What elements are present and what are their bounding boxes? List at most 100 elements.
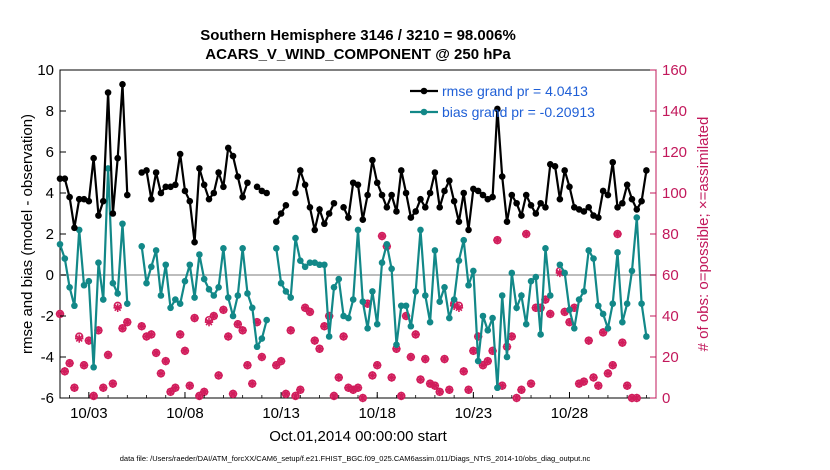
obs-assimilated-point bbox=[156, 369, 166, 378]
rmse-point bbox=[585, 204, 593, 211]
obs-assimilated-point bbox=[204, 317, 214, 327]
obs-assimilated-point bbox=[161, 356, 170, 366]
bias-point bbox=[383, 240, 391, 248]
rmse-point bbox=[148, 195, 155, 203]
rmse-point bbox=[532, 210, 540, 217]
bias-point bbox=[585, 247, 593, 254]
bias-point bbox=[494, 384, 501, 392]
x-tick-label: 10/13 bbox=[262, 405, 300, 422]
bias-point bbox=[412, 288, 419, 295]
obs-assimilated-point bbox=[579, 377, 589, 386]
rmse-point bbox=[114, 154, 121, 162]
rmse-point bbox=[498, 173, 506, 180]
obs-assimilated-point bbox=[387, 373, 396, 382]
obs-assimilated-point bbox=[228, 389, 238, 399]
y-right-tick-label: 140 bbox=[662, 103, 687, 120]
rmse-point bbox=[604, 191, 612, 199]
bias-point bbox=[542, 245, 549, 252]
rmse-point bbox=[628, 195, 636, 203]
obs-assimilated-point bbox=[584, 336, 593, 345]
y-right-tick-label: 100 bbox=[662, 185, 687, 202]
rmse-point bbox=[205, 195, 213, 203]
obs-assimilated-point bbox=[147, 330, 156, 339]
rmse-point bbox=[301, 181, 309, 189]
bias-point bbox=[614, 249, 621, 256]
obs-assimilated-point bbox=[123, 317, 132, 327]
obs-assimilated-point bbox=[175, 330, 185, 339]
obs-assimilated-point bbox=[445, 385, 454, 394]
bias-point bbox=[527, 277, 535, 285]
obs-assimilated-point bbox=[238, 326, 247, 335]
bias-point bbox=[80, 281, 88, 289]
bias-point bbox=[522, 320, 530, 328]
bias-point bbox=[148, 263, 155, 271]
rmse-point bbox=[340, 204, 347, 211]
bias-point bbox=[460, 236, 468, 244]
obs-assimilated-point bbox=[219, 305, 228, 315]
bias-point bbox=[619, 318, 626, 326]
bias-point bbox=[143, 279, 150, 287]
bias-point bbox=[301, 263, 309, 271]
rmse-point bbox=[99, 197, 107, 205]
rmse-point bbox=[369, 156, 376, 164]
bias-point bbox=[196, 251, 203, 258]
rmse-point bbox=[614, 204, 621, 211]
obs-assimilated-point bbox=[257, 352, 267, 362]
bias-point bbox=[239, 245, 246, 252]
rmse-point bbox=[330, 199, 338, 207]
rmse-point bbox=[176, 150, 184, 158]
obs-assimilated-point bbox=[358, 393, 368, 403]
obs-assimilated-point bbox=[526, 379, 536, 388]
x-tick-label: 10/08 bbox=[166, 405, 204, 422]
bias-point bbox=[359, 298, 367, 305]
rmse-point bbox=[580, 208, 588, 215]
rmse-point bbox=[215, 169, 222, 176]
rmse-point bbox=[143, 167, 150, 174]
bias-point bbox=[546, 292, 554, 299]
bias-point bbox=[354, 226, 362, 234]
rmse-point bbox=[109, 210, 117, 217]
bias-point bbox=[119, 220, 126, 228]
legend-bias-swatch-marker bbox=[420, 108, 428, 116]
obs-assimilated-point bbox=[598, 328, 608, 337]
rmse-point bbox=[172, 181, 179, 189]
bias-point bbox=[114, 290, 121, 297]
bias-point bbox=[421, 292, 429, 299]
bias-point bbox=[162, 261, 170, 269]
rmse-point bbox=[638, 197, 645, 205]
bias-point bbox=[200, 275, 208, 283]
y-right-tick-label: 80 bbox=[662, 226, 679, 243]
rmse-point bbox=[234, 173, 242, 180]
rmse-point bbox=[441, 187, 448, 195]
bias-point bbox=[455, 257, 463, 264]
rmse-point bbox=[61, 175, 69, 182]
bias-point bbox=[224, 294, 232, 301]
rmse-point bbox=[297, 167, 304, 174]
y-right-tick-label: 0 bbox=[662, 390, 670, 407]
bias-point bbox=[316, 261, 323, 269]
bias-point bbox=[282, 288, 290, 295]
bias-point bbox=[393, 341, 400, 349]
rmse-point bbox=[229, 152, 237, 160]
rmse-point bbox=[455, 218, 463, 225]
rmse-point bbox=[383, 204, 391, 211]
bias-point bbox=[628, 267, 636, 275]
obs-assimilated-point bbox=[79, 361, 89, 370]
obs-assimilated-point bbox=[70, 383, 79, 392]
obs-assimilated-point bbox=[248, 379, 257, 388]
bias-point bbox=[287, 294, 295, 301]
rmse-point bbox=[244, 179, 251, 187]
bias-point bbox=[489, 314, 496, 322]
obs-assimilated-point bbox=[113, 303, 122, 312]
bias-point bbox=[85, 277, 93, 285]
obs-assimilated-point bbox=[185, 381, 194, 390]
bias-point bbox=[369, 288, 376, 295]
obs-assimilated-point bbox=[464, 385, 473, 394]
rmse-point bbox=[104, 89, 112, 96]
rmse-point bbox=[282, 202, 290, 209]
bias-point bbox=[633, 214, 641, 221]
obs-assimilated-point bbox=[310, 336, 319, 345]
rmse-point bbox=[513, 199, 520, 207]
rmse-point bbox=[566, 183, 573, 191]
